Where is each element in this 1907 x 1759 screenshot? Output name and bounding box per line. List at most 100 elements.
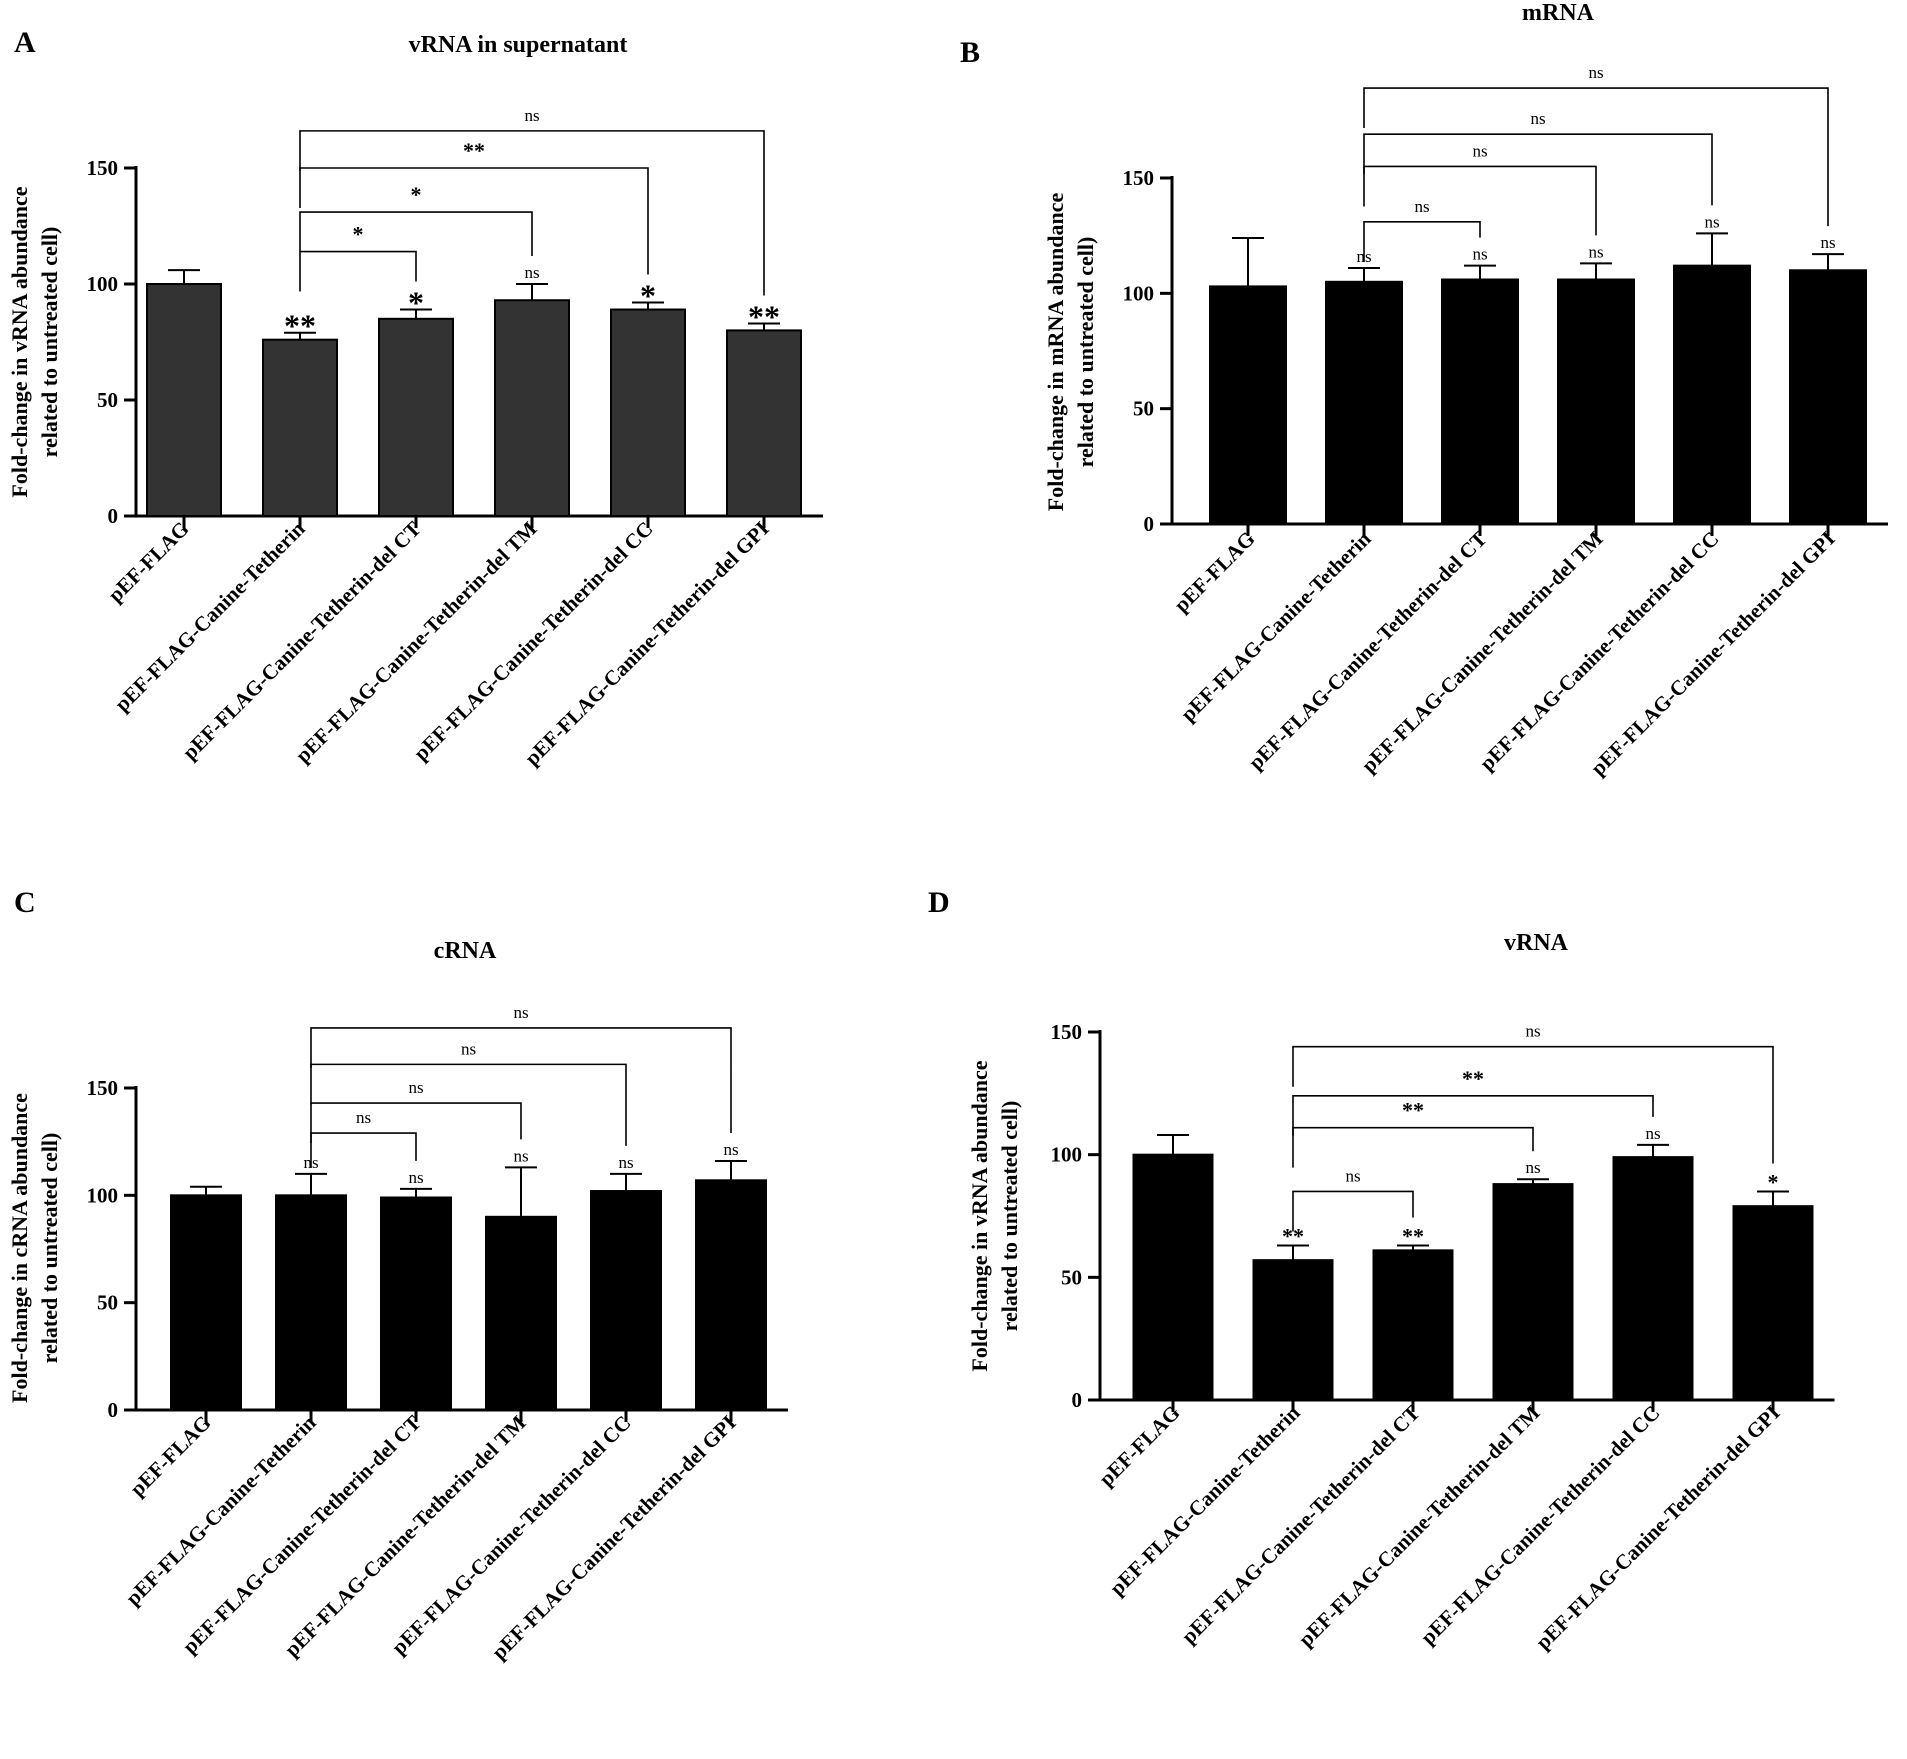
bar-significance: ns bbox=[524, 263, 539, 282]
chart-title: vRNA bbox=[1504, 930, 1569, 956]
bracket-significance: ns bbox=[461, 1039, 476, 1058]
panel-letter: D bbox=[928, 886, 950, 919]
x-tick-label: pEF-FLAG bbox=[125, 1411, 215, 1501]
y-tick-label: 0 bbox=[1144, 512, 1155, 536]
comparison-bracket bbox=[1363, 221, 1481, 262]
bar bbox=[275, 1194, 347, 1412]
y-axis-label: related to untreated cell) bbox=[37, 1133, 62, 1364]
bar bbox=[1732, 1205, 1814, 1401]
bar bbox=[378, 317, 454, 517]
chart-title: cRNA bbox=[434, 938, 497, 964]
bar-significance: ns bbox=[1525, 1158, 1540, 1177]
x-tick-label: pEF-FLAG-Canine-Tetherin-del TM bbox=[1357, 526, 1608, 777]
bar bbox=[146, 283, 222, 517]
bar-significance: ns bbox=[1588, 242, 1603, 261]
bracket-significance: * bbox=[411, 182, 422, 207]
panel-letter: A bbox=[14, 26, 36, 59]
y-tick-label: 100 bbox=[1051, 1143, 1083, 1167]
y-tick-label: 150 bbox=[1051, 1020, 1083, 1044]
y-tick-label: 100 bbox=[87, 1183, 119, 1207]
bar bbox=[726, 329, 802, 517]
x-tick-label: pEF-FLAG-Canine-Tetherin bbox=[121, 1410, 321, 1610]
bracket-significance: ** bbox=[1402, 1098, 1424, 1123]
chart-title: vRNA in supernatant bbox=[409, 32, 628, 58]
bar-significance: ** bbox=[1282, 1223, 1304, 1248]
bar bbox=[1132, 1153, 1214, 1401]
x-tick-label: pEF-FLAG bbox=[1169, 527, 1259, 617]
chart-title: mRNA bbox=[1522, 0, 1595, 26]
x-tick-label: pEF-FLAG-Canine-Tetherin-del CT bbox=[178, 517, 426, 765]
bar bbox=[1612, 1156, 1694, 1401]
y-tick-label: 50 bbox=[97, 388, 118, 412]
comparison-bracket bbox=[1292, 1126, 1534, 1168]
y-axis-label: Fold-change in mRNA abundance bbox=[1043, 193, 1068, 512]
comparison-bracket bbox=[1363, 165, 1597, 236]
bar bbox=[262, 338, 338, 517]
y-tick-label: 0 bbox=[108, 504, 119, 528]
bracket-significance: ns bbox=[524, 106, 539, 125]
x-tick-label: pEF-FLAG-Canine-Tetherin-del GPI bbox=[1531, 1401, 1785, 1655]
y-tick-label: 150 bbox=[1123, 166, 1155, 190]
bar bbox=[1673, 264, 1751, 525]
bar bbox=[1557, 278, 1635, 526]
x-tick-label: pEF-FLAG-Canine-Tetherin-del CT bbox=[1177, 1401, 1425, 1649]
bar bbox=[590, 1190, 662, 1412]
bar-significance: * bbox=[640, 278, 656, 314]
comparison-bracket bbox=[310, 1102, 522, 1144]
x-tick-label: pEF-FLAG-Canine-Tetherin-del CC bbox=[409, 517, 658, 766]
bar-significance: ** bbox=[284, 308, 316, 344]
bar-significance: ** bbox=[748, 298, 780, 334]
y-tick-label: 100 bbox=[87, 272, 119, 296]
bar-significance: ns bbox=[1820, 233, 1835, 252]
bar bbox=[1325, 280, 1403, 525]
bracket-significance: ns bbox=[1472, 141, 1487, 160]
bar bbox=[695, 1179, 767, 1411]
bar-significance: ns bbox=[513, 1146, 528, 1165]
x-tick-label: pEF-FLAG-Canine-Tetherin bbox=[110, 516, 310, 716]
bracket-significance: ** bbox=[1462, 1066, 1484, 1091]
y-axis-label: Fold-change in vRNA abundance bbox=[967, 1060, 992, 1371]
bracket-significance: ns bbox=[408, 1078, 423, 1097]
bracket-significance: ns bbox=[1530, 109, 1545, 128]
panel-letter: B bbox=[960, 36, 980, 69]
y-tick-label: 0 bbox=[1072, 1388, 1083, 1412]
comparison-bracket bbox=[310, 1063, 627, 1146]
bracket-significance: ns bbox=[1525, 1022, 1540, 1041]
comparison-bracket bbox=[1292, 1094, 1654, 1136]
comparison-bracket bbox=[299, 130, 765, 296]
bar-significance: ns bbox=[1472, 245, 1487, 264]
bar bbox=[1209, 285, 1287, 525]
bar-significance: ns bbox=[408, 1168, 423, 1187]
y-tick-label: 50 bbox=[1133, 397, 1154, 421]
panel-letter: C bbox=[14, 886, 36, 919]
bar bbox=[1252, 1259, 1334, 1402]
comparison-bracket bbox=[299, 167, 649, 275]
bar bbox=[610, 308, 686, 517]
bar bbox=[170, 1194, 242, 1412]
x-tick-label: pEF-FLAG-Canine-Tetherin bbox=[1105, 1400, 1305, 1600]
bar bbox=[494, 299, 570, 517]
comparison-bracket bbox=[299, 250, 417, 292]
comparison-bracket bbox=[299, 211, 533, 256]
bar-significance: * bbox=[408, 285, 424, 321]
comparison-bracket bbox=[1363, 133, 1713, 206]
x-tick-label: pEF-FLAG bbox=[103, 517, 193, 607]
y-axis-label: related to untreated cell) bbox=[1073, 237, 1098, 468]
x-tick-label: pEF-FLAG-Canine-Tetherin bbox=[1176, 526, 1376, 726]
bar-significance: ns bbox=[1645, 1124, 1660, 1143]
bar-significance: ns bbox=[1704, 212, 1719, 231]
comparison-bracket bbox=[1363, 87, 1829, 227]
y-tick-label: 50 bbox=[97, 1291, 118, 1315]
comparison-bracket bbox=[310, 1132, 417, 1168]
y-axis-label: related to untreated cell) bbox=[997, 1101, 1022, 1332]
y-tick-label: 100 bbox=[1123, 281, 1155, 305]
bar bbox=[1441, 278, 1519, 526]
y-tick-label: 50 bbox=[1061, 1265, 1082, 1289]
bracket-significance: ns bbox=[1588, 63, 1603, 82]
y-axis-label: Fold-change in cRNA abundance bbox=[7, 1093, 32, 1403]
bar-significance: ns bbox=[723, 1140, 738, 1159]
